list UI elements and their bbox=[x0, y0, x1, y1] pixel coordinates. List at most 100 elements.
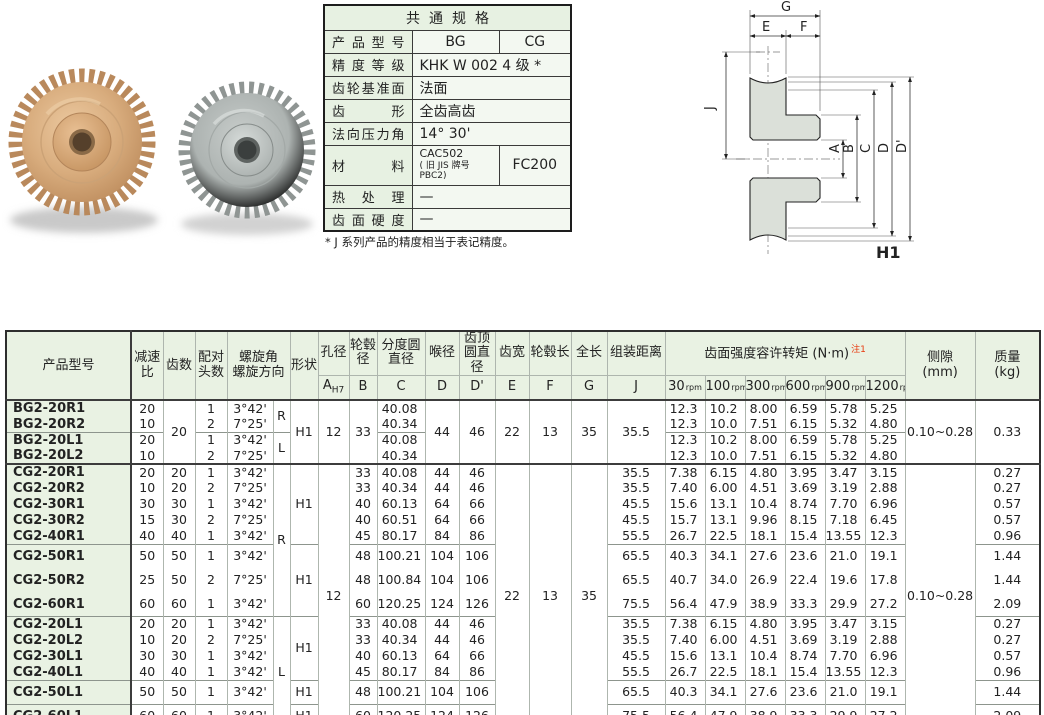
table-cell: 33.3 bbox=[784, 592, 826, 617]
table-cell: 20 bbox=[162, 632, 196, 649]
table-cell: 15.6 bbox=[664, 648, 706, 665]
table-cell: 26.7 bbox=[664, 528, 706, 545]
spec-table: 共通规格 产品型号 BG CG 精度等级 KHK W 002 4 级 * 齿轮基… bbox=[323, 4, 572, 232]
table-cell: 30 bbox=[130, 648, 164, 665]
table-row: BG2-20L1 20 1 3°42' L 40.08 12.3 10.2 8.00 6.59 5.… bbox=[5, 431, 1040, 465]
header-cell: 齿数 bbox=[162, 331, 196, 401]
table-cell: 45.5 bbox=[606, 496, 666, 513]
product-model-cell: BG2-20R1 bbox=[5, 399, 132, 417]
table-cell: 30 bbox=[162, 648, 196, 665]
table-cell: 7.40 bbox=[664, 480, 706, 497]
spec-value-bg: BG bbox=[411, 29, 500, 54]
table-row: CG2-50R1 50 50 1 3°42' H1 48 100.21 104 106 65.5 40… bbox=[5, 543, 1041, 617]
table-row: CG2-20R1 20 20 1 3°42' R H1 12 33 40.08 44 46 22 13 35… bbox=[5, 463, 1041, 715]
dim-label-a: A bbox=[828, 144, 843, 153]
spec-label: 齿面硬度 bbox=[323, 207, 413, 232]
table-cell: 40 bbox=[162, 664, 196, 681]
table-cell: 7°25' bbox=[226, 480, 274, 497]
table-cell: 45 bbox=[348, 528, 378, 545]
header-cell: G bbox=[570, 375, 608, 402]
table-cell: 60 bbox=[130, 592, 164, 617]
header-cell: 形状 bbox=[289, 331, 319, 401]
table-cell: 6.96 bbox=[864, 496, 906, 513]
table-cell: 40 bbox=[130, 528, 164, 545]
table-cell: 0.57 bbox=[974, 648, 1041, 665]
spec-value: KHK W 002 4 级 * bbox=[411, 52, 572, 77]
table-cell: 12.3 bbox=[864, 664, 906, 681]
table-row: CG2-30R1 30 30 1 3°42' 40 60.13 64 66 45.5 15.6 13.… bbox=[5, 496, 1041, 513]
table-cell: 3°42' bbox=[226, 648, 274, 665]
header-cell: D bbox=[424, 375, 460, 402]
table-cell: 64 bbox=[424, 512, 460, 529]
table-cell: 100.84 bbox=[376, 568, 426, 593]
table-cell: 6.15 bbox=[704, 615, 746, 633]
table-cell: 44 bbox=[424, 632, 460, 649]
table-cell: 46 bbox=[458, 463, 496, 481]
table-cell: 29.9 bbox=[824, 703, 866, 715]
table-cell: 33 bbox=[348, 463, 378, 481]
table-cell: 20 bbox=[162, 463, 196, 481]
table-cell: 106 bbox=[458, 679, 496, 705]
table-cell: 0.10~0.28 bbox=[904, 463, 976, 715]
table-row: BG2-20L2 10 2 7°25' 40.34 12.3 10.0 7.51 6.15 5.3… bbox=[5, 448, 1040, 465]
table-cell: 3.47 bbox=[824, 463, 866, 481]
header-cell: J bbox=[606, 375, 666, 402]
table-cell: L bbox=[272, 431, 291, 465]
dim-label-j: J bbox=[703, 106, 718, 111]
table-cell: 30 bbox=[130, 496, 164, 513]
table-cell: 46 bbox=[458, 399, 496, 465]
spec-value: 14° 30' bbox=[411, 121, 572, 146]
header-cell: 喉径 bbox=[424, 331, 460, 376]
header-row: AH7BCDD'EFGJ30rpm100rpm300rpm600rpm900rp… bbox=[6, 375, 1040, 402]
table-cell: 13 bbox=[528, 463, 572, 715]
table-cell: 44 bbox=[424, 463, 460, 481]
table-cell: 3°42' bbox=[226, 679, 274, 705]
product-model-cell: CG2-50L1 bbox=[5, 679, 132, 705]
table-cell: 80.17 bbox=[376, 664, 426, 681]
table-cell: 13.55 bbox=[824, 664, 866, 681]
table-cell: 40.08 bbox=[376, 615, 426, 633]
table-cell: 7.40 bbox=[664, 632, 706, 649]
table-cell: 40.34 bbox=[376, 480, 426, 497]
table-cell: 1.44 bbox=[974, 543, 1041, 569]
table-cell: 60 bbox=[348, 703, 378, 715]
table-cell: 7°25' bbox=[226, 512, 274, 529]
header-cell: 产品型号 bbox=[5, 331, 132, 401]
table-cell: 22.5 bbox=[704, 664, 746, 681]
header-cell: 全长 bbox=[570, 331, 608, 376]
table-cell: 84 bbox=[424, 528, 460, 545]
table-cell: 6.96 bbox=[864, 648, 906, 665]
table-cell: 4.80 bbox=[744, 463, 786, 481]
table-cell: 50 bbox=[162, 568, 196, 593]
product-model-cell: CG2-60L1 bbox=[5, 703, 132, 715]
spec-value: — bbox=[411, 207, 572, 232]
table-cell: 0.96 bbox=[974, 664, 1041, 681]
table-cell: 3°42' bbox=[226, 615, 274, 633]
header-cell: B bbox=[348, 375, 378, 402]
table-cell: 27.6 bbox=[744, 679, 786, 705]
product-model-cell: BG2-20L2 bbox=[5, 448, 132, 465]
table-row: CG2-60R1 60 60 1 3°42' 60 120.25 124 126 75.5 56.4… bbox=[5, 592, 1041, 617]
table-cell: 1 bbox=[194, 615, 228, 633]
header-row: 产品型号 减速比 齿数 配对 头数 螺旋角 螺旋方向 形状 孔径 轮毂径 分度圆直径 喉径 齿顶圆直… bbox=[5, 331, 1041, 401]
table-cell: 13.1 bbox=[704, 648, 746, 665]
table-cell: 7.38 bbox=[664, 615, 706, 633]
table-cell: 66 bbox=[458, 496, 496, 513]
table-cell: 6.15 bbox=[784, 416, 826, 433]
table-cell: 1.44 bbox=[974, 679, 1041, 705]
header-cell: E bbox=[494, 375, 530, 402]
table-cell: 19.6 bbox=[824, 568, 866, 593]
table-cell: 56.4 bbox=[664, 703, 706, 715]
dimension-diagram: G E F J A B C D D' bbox=[703, 0, 914, 262]
table-cell: 6.00 bbox=[704, 632, 746, 649]
table-cell: 6.59 bbox=[784, 399, 826, 417]
product-model-cell: CG2-30R1 bbox=[5, 496, 132, 513]
table-cell: 50 bbox=[162, 679, 196, 705]
table-cell: 104 bbox=[424, 543, 460, 569]
header-cell: 螺旋角 螺旋方向 bbox=[226, 331, 291, 401]
table-row: CG2-20L2 10 20 2 7°25' 33 40.34 44 46 35.5 7.40 6.0… bbox=[5, 632, 1041, 649]
product-model-cell: CG2-40R1 bbox=[5, 528, 132, 545]
product-model-cell: BG2-20R2 bbox=[5, 416, 132, 433]
shape-label-h1: H1 bbox=[876, 243, 901, 262]
table-cell: 3.69 bbox=[784, 632, 826, 649]
